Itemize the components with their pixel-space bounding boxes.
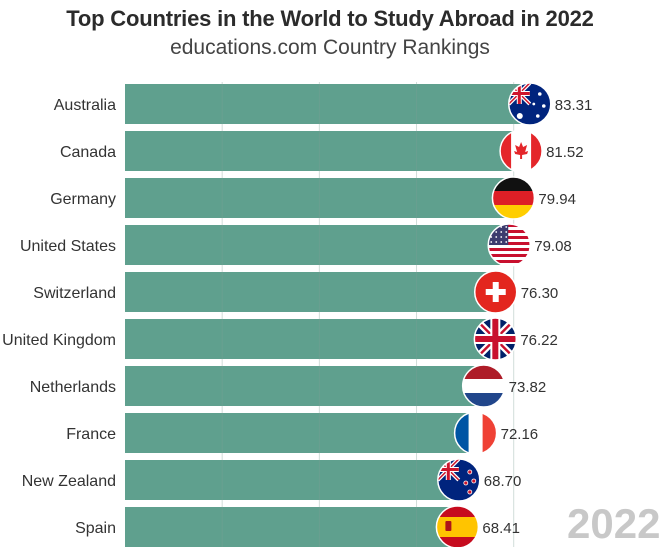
category-label: Switzerland: [33, 285, 116, 302]
category-label: France: [66, 426, 116, 443]
switzerland-flag-icon: [473, 270, 518, 314]
bar: [125, 319, 496, 359]
bar: [125, 413, 476, 453]
australia-flag-icon: [508, 82, 552, 126]
germany-flag-icon: [491, 176, 536, 220]
bar: [125, 366, 484, 406]
chart-subtitle: educations.com Country Rankings: [170, 36, 490, 59]
spain-flag-icon: [435, 505, 480, 547]
new-zealand-flag-icon: [437, 458, 481, 502]
value-label: 81.52: [546, 144, 584, 161]
value-label: 76.30: [521, 285, 559, 302]
value-label: 68.41: [482, 520, 520, 537]
bar: [125, 178, 514, 218]
bar: [125, 460, 459, 500]
value-label: 73.82: [509, 379, 547, 396]
value-label: 72.16: [501, 426, 539, 443]
bar: [125, 84, 530, 124]
category-label: Canada: [60, 144, 116, 161]
canada-flag-icon: [499, 129, 543, 173]
france-flag-icon: [453, 411, 498, 455]
year-watermark: 2022: [567, 500, 660, 547]
value-label: 83.31: [555, 97, 593, 114]
uk-flag-icon: [473, 317, 518, 361]
value-label: 76.22: [520, 332, 558, 349]
usa-flag-icon: [487, 223, 531, 267]
bar: [125, 225, 510, 265]
category-label: Spain: [75, 520, 116, 537]
bar: [125, 507, 458, 547]
category-label: United Kingdom: [2, 332, 116, 349]
value-label: 68.70: [484, 473, 522, 490]
category-label: New Zealand: [22, 473, 116, 490]
value-label: 79.08: [534, 238, 572, 255]
chart-title: Top Countries in the World to Study Abro…: [66, 6, 594, 31]
value-label: 79.94: [538, 191, 576, 208]
category-label: Netherlands: [30, 379, 116, 396]
category-label: United States: [20, 238, 116, 255]
bar: [125, 131, 522, 171]
netherlands-flag-icon: [461, 364, 506, 408]
category-label: Germany: [50, 191, 116, 208]
category-label: Australia: [54, 97, 116, 114]
bar: [125, 272, 496, 312]
